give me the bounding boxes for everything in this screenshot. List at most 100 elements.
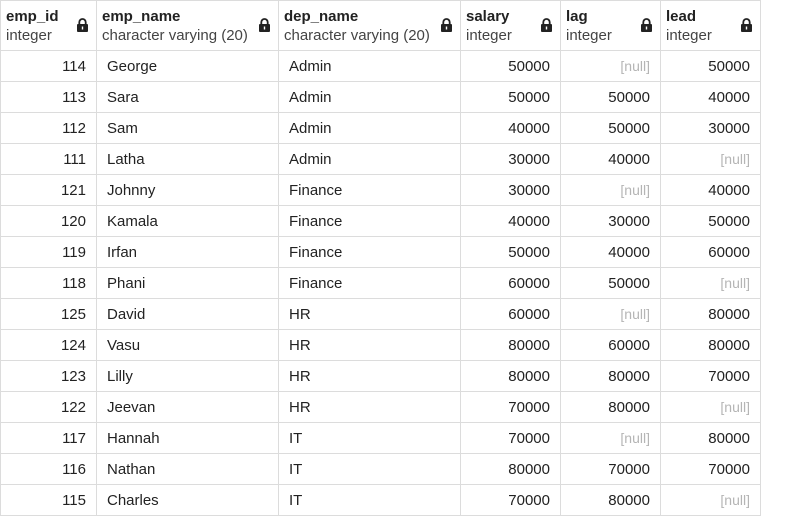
cell-lag[interactable]: 40000 — [560, 236, 661, 268]
cell-lead[interactable]: 40000 — [660, 81, 761, 113]
cell-emp-name[interactable]: Sara — [96, 81, 279, 113]
cell-emp-id[interactable]: 115 — [0, 484, 97, 516]
cell-emp-name[interactable]: Sam — [96, 112, 279, 144]
cell-dep-name[interactable]: Finance — [278, 267, 461, 299]
table-row[interactable]: 121 Johnny Finance 30000 [null] 40000 — [0, 174, 761, 206]
cell-emp-id[interactable]: 111 — [0, 143, 97, 175]
table-row[interactable]: 118 Phani Finance 60000 50000 [null] — [0, 267, 761, 299]
cell-lag[interactable]: 70000 — [560, 453, 661, 485]
table-row[interactable]: 120 Kamala Finance 40000 30000 50000 — [0, 205, 761, 237]
cell-emp-name[interactable]: Johnny — [96, 174, 279, 206]
cell-lag[interactable]: 50000 — [560, 267, 661, 299]
cell-lag[interactable]: 80000 — [560, 391, 661, 423]
cell-lead[interactable]: [null] — [660, 267, 761, 299]
table-row[interactable]: 119 Irfan Finance 50000 40000 60000 — [0, 236, 761, 268]
cell-lag[interactable]: 80000 — [560, 360, 661, 392]
cell-salary[interactable]: 70000 — [460, 391, 561, 423]
cell-lead[interactable]: 80000 — [660, 422, 761, 454]
table-row[interactable]: 122 Jeevan HR 70000 80000 [null] — [0, 391, 761, 423]
cell-dep-name[interactable]: Admin — [278, 143, 461, 175]
cell-lead[interactable]: 70000 — [660, 360, 761, 392]
cell-salary[interactable]: 50000 — [460, 50, 561, 82]
cell-salary[interactable]: 80000 — [460, 360, 561, 392]
cell-emp-id[interactable]: 122 — [0, 391, 97, 423]
cell-salary[interactable]: 40000 — [460, 112, 561, 144]
cell-emp-id[interactable]: 124 — [0, 329, 97, 361]
cell-dep-name[interactable]: HR — [278, 329, 461, 361]
cell-lead[interactable]: 40000 — [660, 174, 761, 206]
cell-dep-name[interactable]: IT — [278, 422, 461, 454]
cell-emp-name[interactable]: Nathan — [96, 453, 279, 485]
cell-emp-id[interactable]: 125 — [0, 298, 97, 330]
cell-lag[interactable]: [null] — [560, 174, 661, 206]
cell-salary[interactable]: 60000 — [460, 267, 561, 299]
cell-lag[interactable]: 50000 — [560, 81, 661, 113]
cell-salary[interactable]: 60000 — [460, 298, 561, 330]
cell-lag[interactable]: 30000 — [560, 205, 661, 237]
cell-emp-id[interactable]: 117 — [0, 422, 97, 454]
cell-salary[interactable]: 80000 — [460, 329, 561, 361]
cell-emp-name[interactable]: Phani — [96, 267, 279, 299]
cell-salary[interactable]: 30000 — [460, 174, 561, 206]
cell-emp-id[interactable]: 116 — [0, 453, 97, 485]
cell-lag[interactable]: 40000 — [560, 143, 661, 175]
cell-lead[interactable]: 60000 — [660, 236, 761, 268]
column-header-salary[interactable]: salary integer — [460, 0, 561, 51]
cell-lead[interactable]: 70000 — [660, 453, 761, 485]
cell-dep-name[interactable]: IT — [278, 453, 461, 485]
cell-salary[interactable]: 50000 — [460, 236, 561, 268]
table-row[interactable]: 112 Sam Admin 40000 50000 30000 — [0, 112, 761, 144]
cell-dep-name[interactable]: HR — [278, 391, 461, 423]
cell-dep-name[interactable]: Finance — [278, 205, 461, 237]
table-row[interactable]: 113 Sara Admin 50000 50000 40000 — [0, 81, 761, 113]
cell-dep-name[interactable]: Admin — [278, 81, 461, 113]
cell-emp-name[interactable]: George — [96, 50, 279, 82]
cell-salary[interactable]: 30000 — [460, 143, 561, 175]
table-row[interactable]: 117 Hannah IT 70000 [null] 80000 — [0, 422, 761, 454]
cell-emp-name[interactable]: Lilly — [96, 360, 279, 392]
cell-salary[interactable]: 50000 — [460, 81, 561, 113]
cell-lead[interactable]: [null] — [660, 484, 761, 516]
column-header-emp-name[interactable]: emp_name character varying (20) — [96, 0, 279, 51]
cell-dep-name[interactable]: HR — [278, 360, 461, 392]
cell-salary[interactable]: 40000 — [460, 205, 561, 237]
table-row[interactable]: 123 Lilly HR 80000 80000 70000 — [0, 360, 761, 392]
cell-emp-name[interactable]: Kamala — [96, 205, 279, 237]
cell-dep-name[interactable]: Finance — [278, 174, 461, 206]
cell-lag[interactable]: 80000 — [560, 484, 661, 516]
cell-lag[interactable]: 50000 — [560, 112, 661, 144]
table-row[interactable]: 114 George Admin 50000 [null] 50000 — [0, 50, 761, 82]
column-header-lag[interactable]: lag integer — [560, 0, 661, 51]
cell-dep-name[interactable]: IT — [278, 484, 461, 516]
table-row[interactable]: 115 Charles IT 70000 80000 [null] — [0, 484, 761, 516]
cell-emp-id[interactable]: 118 — [0, 267, 97, 299]
cell-emp-name[interactable]: Hannah — [96, 422, 279, 454]
cell-salary[interactable]: 80000 — [460, 453, 561, 485]
cell-lag[interactable]: 60000 — [560, 329, 661, 361]
cell-emp-id[interactable]: 119 — [0, 236, 97, 268]
cell-emp-name[interactable]: Jeevan — [96, 391, 279, 423]
cell-emp-name[interactable]: Charles — [96, 484, 279, 516]
cell-emp-id[interactable]: 112 — [0, 112, 97, 144]
cell-emp-name[interactable]: Vasu — [96, 329, 279, 361]
cell-emp-name[interactable]: David — [96, 298, 279, 330]
cell-lead[interactable]: 80000 — [660, 298, 761, 330]
cell-salary[interactable]: 70000 — [460, 484, 561, 516]
cell-emp-id[interactable]: 121 — [0, 174, 97, 206]
cell-lead[interactable]: 30000 — [660, 112, 761, 144]
cell-lead[interactable]: 50000 — [660, 50, 761, 82]
cell-dep-name[interactable]: Finance — [278, 236, 461, 268]
cell-emp-id[interactable]: 113 — [0, 81, 97, 113]
cell-emp-id[interactable]: 114 — [0, 50, 97, 82]
cell-emp-name[interactable]: Latha — [96, 143, 279, 175]
cell-lead[interactable]: [null] — [660, 391, 761, 423]
table-row[interactable]: 116 Nathan IT 80000 70000 70000 — [0, 453, 761, 485]
cell-lag[interactable]: [null] — [560, 298, 661, 330]
cell-emp-name[interactable]: Irfan — [96, 236, 279, 268]
cell-lead[interactable]: 80000 — [660, 329, 761, 361]
column-header-lead[interactable]: lead integer — [660, 0, 761, 51]
cell-lead[interactable]: 50000 — [660, 205, 761, 237]
cell-dep-name[interactable]: Admin — [278, 112, 461, 144]
table-row[interactable]: 111 Latha Admin 30000 40000 [null] — [0, 143, 761, 175]
column-header-dep-name[interactable]: dep_name character varying (20) — [278, 0, 461, 51]
